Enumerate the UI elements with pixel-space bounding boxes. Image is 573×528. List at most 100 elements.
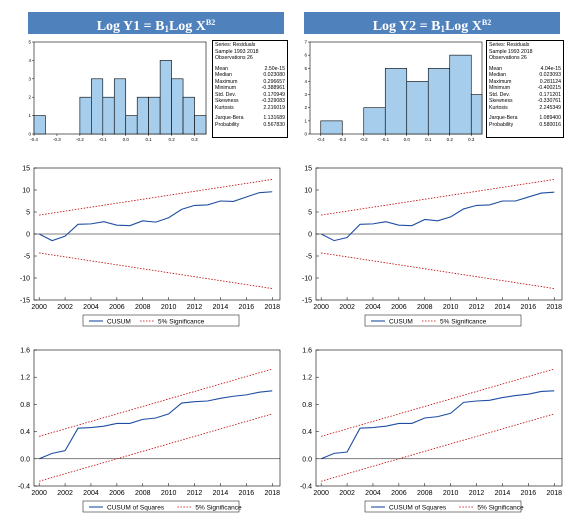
y-tick-label: 2	[28, 95, 31, 100]
x-tick-label: 2016	[521, 490, 537, 497]
x-tick-label: -0.4	[317, 137, 325, 142]
x-tick-label: 2010	[161, 304, 177, 311]
y-tick-label: 4	[304, 79, 307, 84]
y-tick-label: 0.8	[20, 402, 30, 409]
y-tick-label: 0	[304, 132, 307, 137]
x-tick-label: 2000	[31, 490, 47, 497]
stats-row: Kurtosis 2.245349	[489, 104, 561, 111]
histogram-bar	[406, 81, 429, 135]
y-tick-label: 5	[304, 66, 307, 71]
stats-row: Std. Dev. 0.170949	[215, 91, 285, 98]
stats-row: Maximum 0.281124	[489, 78, 561, 85]
cusum-chart-y1: -15 -10 -5 0 5 10 15 2000 2002 2004 2006 2008 2010 20…	[20, 166, 281, 327]
legend-label-cusum: CUSUM	[107, 318, 131, 325]
stats-row: Mean 2.50e-15	[215, 65, 285, 72]
x-tick-label: 2014	[495, 304, 511, 311]
significance-bound-line	[321, 252, 555, 289]
y-tick-label: 15	[304, 166, 312, 173]
y-tick-label: 10	[22, 188, 30, 195]
stats-row: Minimum -0.400215	[489, 85, 561, 91]
histogram-bar	[148, 96, 161, 135]
significance-bound-line	[39, 252, 273, 289]
x-tick-label: -0.4	[30, 137, 38, 142]
stats-row: Jarque-Bera 1.089400	[489, 115, 561, 121]
histogram-bar	[384, 67, 408, 135]
cusum-chart-y2: -15 -10 -5 0 5 10 15 2000 2002 2004 2006 2008 2010 20…	[302, 166, 563, 327]
x-tick-label: 2008	[135, 490, 151, 497]
histogram-bar	[159, 60, 172, 135]
y-tick-label: 1.2	[20, 375, 30, 382]
stats-row: Jarque-Bera 1.131689	[215, 115, 285, 121]
legend-label-cusum: CUSUM of Squares	[107, 504, 165, 511]
legend-box	[82, 314, 240, 327]
histogram-bar	[194, 115, 207, 135]
x-tick-label: 0.3	[468, 137, 475, 142]
histogram-panel-y1: Log Y1 = B1Log XB2 0 1 2 3 4 5 -0.4 -0.3 -0.2 -0.…	[24, 12, 288, 152]
legend-box	[82, 500, 240, 513]
y-tick-label: 1	[28, 113, 31, 118]
x-tick-label: 2010	[161, 490, 177, 497]
x-tick-label: 2002	[339, 490, 355, 497]
stats-header-line: Observations 26	[489, 55, 527, 61]
legend-label-significance: 5% Significance	[195, 504, 242, 511]
x-tick-label: 2002	[57, 490, 73, 497]
y-tick-label: 6	[304, 53, 307, 58]
y-tick-label: 1.6	[302, 348, 312, 355]
x-tick-label: 2016	[521, 304, 537, 311]
x-tick-label: 2000	[31, 304, 47, 311]
x-tick-label: 2010	[443, 490, 459, 497]
y-tick-label: 10	[304, 188, 312, 195]
histogram-bar	[171, 78, 184, 135]
x-tick-label: 2018	[264, 490, 280, 497]
y-tick-label: -5	[306, 254, 312, 261]
x-tick-label: 2012	[469, 490, 485, 497]
x-tick-label: 2008	[135, 304, 151, 311]
histogram-bar	[113, 78, 127, 135]
x-tick-label: 2000	[313, 490, 329, 497]
cusum-series-line	[38, 390, 273, 460]
stats-row: Minimum -0.388961	[215, 85, 285, 91]
cusum-series-line	[38, 191, 273, 242]
x-tick-label: -0.2	[360, 137, 368, 142]
significance-bound-line	[39, 179, 273, 216]
histogram-bar	[320, 120, 343, 135]
histogram-panel-y2: Log Y2 = B1Log XB2 0 1 2 3 4 5 6 7 -0.4 -0.3 -0.2 -…	[300, 12, 564, 152]
y-tick-label: 4	[28, 58, 31, 63]
y-tick-label: 3	[304, 92, 307, 97]
histogram-bar	[182, 96, 195, 135]
x-tick-label: 2008	[417, 490, 433, 497]
x-tick-label: 2018	[264, 304, 280, 311]
y-tick-label: -5	[24, 254, 30, 261]
x-tick-label: -0.2	[76, 137, 84, 142]
histogram-bar	[363, 107, 386, 135]
stats-box-y2: Series: Residuals Sample 1993 2018 Obser…	[486, 40, 564, 138]
x-tick-label: -0.3	[53, 137, 61, 142]
y-tick-label: 0.0	[20, 456, 30, 463]
legend-label-cusum: CUSUM of Squares	[389, 504, 447, 511]
x-tick-label: 2016	[239, 490, 255, 497]
y-tick-label: 15	[22, 166, 30, 173]
y-tick-label: -10	[302, 276, 312, 283]
y-tick-label: 1.2	[302, 375, 312, 382]
x-tick-label: 0.0	[123, 137, 130, 142]
cusum-series-line	[320, 191, 555, 242]
y-tick-label: 0.4	[302, 429, 312, 436]
histogram-bar	[427, 67, 451, 135]
y-tick-label: 0	[28, 132, 31, 137]
stats-header-line: Sample 1993 2018	[215, 48, 259, 55]
stats-header-line: Series: Residuals	[215, 42, 256, 48]
x-tick-label: 0.2	[168, 137, 175, 142]
histogram-plot-y1: 0 1 2 3 4 5 -0.4 -0.3 -0.2 -0.1 0.0 0.1 0.2 0.3	[28, 40, 207, 142]
histogram-plot-y2: 0 1 2 3 4 5 6 7 -0.4 -0.3 -0.2 -0.1 0.0 0.1 0.2 0.3	[304, 40, 483, 142]
x-tick-label: 2016	[239, 304, 255, 311]
legend-label-significance: 5% Significance	[158, 318, 205, 325]
x-tick-label: 2018	[546, 304, 562, 311]
histogram-bar	[91, 78, 104, 135]
stats-row: Maximum 0.296657	[215, 78, 285, 85]
x-tick-label: 2014	[495, 490, 511, 497]
y-tick-label: 0	[26, 232, 30, 239]
x-tick-label: -0.1	[381, 137, 389, 142]
stats-header-line: Series: Residuals	[489, 42, 530, 48]
x-tick-label: 2004	[365, 490, 381, 497]
x-tick-label: 2006	[109, 490, 125, 497]
